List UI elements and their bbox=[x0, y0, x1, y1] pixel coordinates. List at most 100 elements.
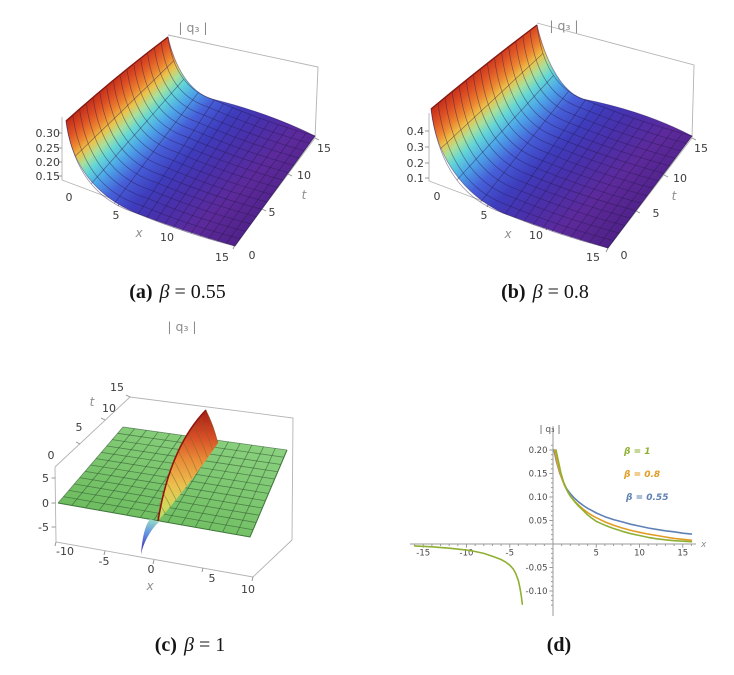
t-axis-name: t bbox=[672, 189, 678, 203]
x-axis-name: x bbox=[145, 579, 154, 593]
legend: β = 1 β = 0.8 β = 0.55 bbox=[623, 447, 668, 503]
caption-value: = 0.55 bbox=[169, 281, 226, 303]
x-axis-labels: 5 10 15 x bbox=[481, 209, 601, 264]
z-tick-label: 0 bbox=[42, 497, 49, 510]
mesh-line bbox=[570, 124, 654, 238]
t-tick-label: 10 bbox=[673, 172, 687, 185]
t-axis-name: t bbox=[302, 188, 308, 202]
z-tick-label: 0.30 bbox=[36, 127, 61, 140]
t-tick-label: 5 bbox=[653, 207, 660, 220]
mesh-line bbox=[437, 103, 614, 241]
y-tick-label: 0.20 bbox=[529, 446, 548, 456]
mesh-line bbox=[65, 120, 236, 247]
axes-box bbox=[51, 394, 294, 582]
mesh-line bbox=[508, 47, 670, 167]
curve-0.55 bbox=[553, 449, 693, 535]
z-tick-label: 0.4 bbox=[407, 125, 425, 138]
mesh-line bbox=[137, 99, 215, 215]
mesh-line bbox=[86, 104, 252, 225]
curve-1 bbox=[413, 545, 524, 605]
y-tick-label: -0.05 bbox=[526, 563, 548, 573]
t-tick-label: 0 bbox=[249, 249, 256, 262]
caption-a: (a) β = 0.55 bbox=[0, 281, 355, 304]
x-axis-name: x bbox=[700, 540, 707, 550]
curve-1 bbox=[555, 449, 693, 543]
z-axis-labels: 0.4 0.3 0.2 0.1 0 bbox=[407, 125, 441, 203]
wall-mesh-line bbox=[205, 409, 219, 444]
mesh-line bbox=[72, 115, 241, 240]
x-tick-label: 15 bbox=[677, 549, 688, 559]
mesh-line bbox=[99, 92, 262, 210]
caption-value: = 1 bbox=[193, 634, 226, 656]
curves bbox=[413, 449, 693, 605]
wall-mesh-line bbox=[199, 416, 214, 451]
mesh-line bbox=[529, 30, 687, 144]
surface-mesh bbox=[65, 36, 316, 247]
t-tick-label: 15 bbox=[694, 142, 708, 155]
t-tick-label: 10 bbox=[297, 169, 311, 182]
z-tick-label: -5 bbox=[38, 521, 49, 534]
wall-mesh-line bbox=[158, 502, 166, 515]
mesh-line bbox=[234, 135, 316, 247]
t-axis-labels: 0 5 10 15 t bbox=[249, 142, 332, 262]
mesh-line bbox=[74, 60, 174, 157]
mesh-line bbox=[79, 109, 246, 232]
mesh-line bbox=[444, 97, 620, 234]
mesh-line bbox=[113, 92, 199, 204]
x-tick-label: 5 bbox=[594, 549, 599, 559]
mesh-line bbox=[146, 103, 224, 218]
caption-value: = 0.8 bbox=[542, 281, 589, 303]
t-axis-name: t bbox=[90, 395, 96, 409]
mesh-line bbox=[533, 111, 615, 226]
mesh-line bbox=[607, 135, 693, 249]
mesh-line bbox=[494, 58, 659, 182]
grid-line bbox=[63, 496, 254, 531]
plot-title: | q₃ | bbox=[178, 20, 207, 35]
x-tick-label: 10 bbox=[160, 231, 174, 244]
x-tick-label: 5 bbox=[481, 209, 488, 222]
x-tick-label: -10 bbox=[56, 545, 74, 558]
mesh-line bbox=[126, 70, 284, 181]
x-axis-labels: -10 -5 0 5 10 x bbox=[56, 545, 255, 596]
wall-mesh-line bbox=[172, 459, 187, 486]
x-tick-label: 10 bbox=[529, 229, 543, 242]
z-tick-label: 0.25 bbox=[36, 142, 61, 155]
plane-edge bbox=[57, 449, 288, 538]
mesh-line bbox=[430, 108, 609, 249]
wall-mesh bbox=[155, 409, 219, 522]
mesh-line bbox=[217, 130, 297, 242]
caption-d: (d) bbox=[400, 634, 725, 657]
mesh-line bbox=[451, 92, 625, 226]
wall-mesh-line bbox=[161, 491, 171, 507]
wall-mesh-line bbox=[182, 440, 198, 472]
legend-item-beta-055: β = 0.55 bbox=[625, 493, 668, 503]
mesh-line bbox=[561, 121, 644, 235]
z-tick-label: 0.2 bbox=[407, 157, 425, 170]
plot-3d-beta-055: | q₃ | 0.30 0.25 0.20 0.15 0 5 10 15 x 0… bbox=[36, 20, 332, 264]
x-tick-label: 10 bbox=[634, 549, 645, 559]
x-tick-label: 5 bbox=[209, 572, 216, 585]
x-tick-label: 15 bbox=[586, 251, 600, 264]
plot-2d-comparison: -15 -10 -5 5 10 150.200.150.100.05-0.05-0.10 … bbox=[410, 425, 707, 616]
t-axis-labels: 0 5 10 15 t bbox=[621, 142, 709, 262]
wall-mesh-line bbox=[193, 424, 208, 458]
box-back-edges bbox=[54, 396, 294, 541]
t-tick-label: 5 bbox=[269, 206, 276, 219]
axis-ticks bbox=[51, 394, 254, 582]
t-tick-label: 5 bbox=[76, 421, 83, 434]
mesh-line bbox=[456, 75, 554, 181]
mesh-line bbox=[173, 114, 252, 228]
box-back-edges bbox=[536, 22, 695, 139]
y-tick-label: -0.10 bbox=[526, 587, 548, 597]
x-axis-name: x bbox=[134, 226, 143, 240]
x-axis-labels: 5 10 15 x bbox=[113, 209, 230, 264]
x-tick-label: -10 bbox=[460, 549, 474, 559]
mesh-line bbox=[480, 91, 569, 203]
caption-beta-symbol: β bbox=[532, 281, 543, 303]
surface-mesh bbox=[430, 24, 693, 249]
mesh-line bbox=[536, 24, 693, 137]
mesh-line bbox=[164, 111, 243, 225]
mesh-line bbox=[505, 99, 586, 215]
mesh-line bbox=[113, 81, 273, 196]
